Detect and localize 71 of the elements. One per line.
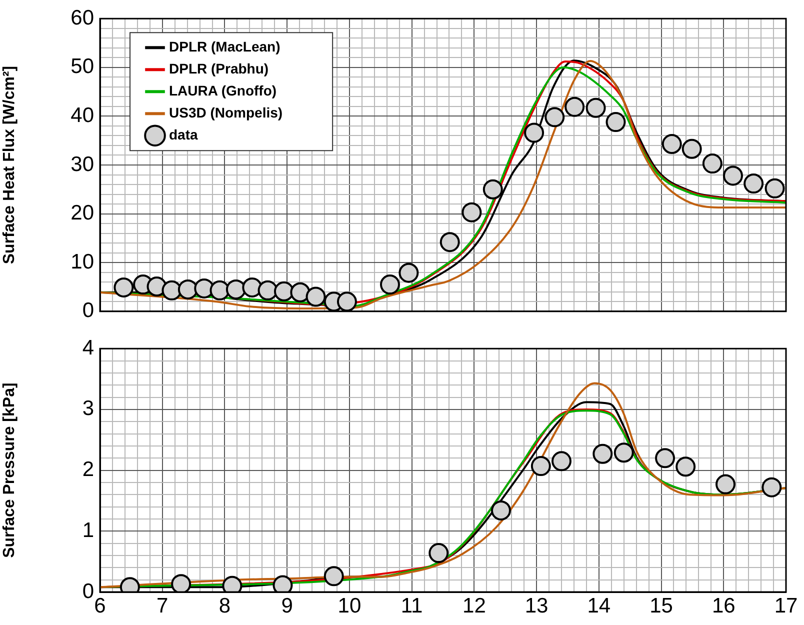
legend-label: data <box>169 126 198 142</box>
point <box>462 202 482 222</box>
point <box>722 166 743 186</box>
point <box>544 107 565 128</box>
y-tick-label: 3 <box>82 397 94 420</box>
point <box>226 279 246 300</box>
x-tick-label: 16 <box>712 594 736 618</box>
legend-label: DPLR (Prabhu) <box>169 60 269 76</box>
point <box>194 278 214 298</box>
y-tick-label: 0 <box>82 580 94 603</box>
point <box>744 174 764 194</box>
point <box>242 277 262 298</box>
point <box>524 122 544 143</box>
point <box>428 543 449 564</box>
point <box>716 474 736 494</box>
point <box>178 279 198 300</box>
point <box>290 282 310 302</box>
y-tick-label: 4 <box>82 336 94 360</box>
point <box>114 277 134 298</box>
y-tick-label: 1 <box>82 518 94 542</box>
point <box>764 178 785 198</box>
point <box>662 134 682 154</box>
y-tick-label: 40 <box>70 104 94 127</box>
point <box>655 448 676 468</box>
point <box>274 281 294 302</box>
point <box>606 112 626 132</box>
point <box>551 451 572 472</box>
point <box>564 96 585 117</box>
x-tick-label: 17 <box>774 594 798 618</box>
point <box>762 477 782 498</box>
legend-label: US3D (Nompelis) <box>169 104 283 120</box>
point <box>440 232 460 252</box>
point <box>530 456 551 476</box>
point <box>162 280 182 300</box>
point <box>380 274 400 295</box>
point <box>258 280 278 300</box>
point <box>592 444 613 464</box>
point <box>491 500 511 520</box>
y-tick-label: 60 <box>70 6 94 30</box>
x-tick-label: 12 <box>462 594 486 618</box>
point <box>676 456 696 477</box>
point <box>682 138 702 159</box>
point <box>306 286 326 307</box>
point <box>324 566 344 586</box>
y-tick-label: 10 <box>70 250 94 274</box>
legend-label: LAURA (Gnoffo) <box>169 82 277 98</box>
x-tick-label: 13 <box>524 594 548 618</box>
point <box>171 574 192 592</box>
x-tick-label: 14 <box>587 594 611 618</box>
point <box>336 292 357 312</box>
point <box>398 262 419 283</box>
y-axis-title: Surface Heat Flux [W/cm²] <box>1 66 18 264</box>
x-tick-label: 15 <box>650 594 673 618</box>
point <box>614 442 634 463</box>
y-axis-title: Surface Pressure [kPa] <box>1 382 18 558</box>
x-tick-label: 10 <box>338 594 362 618</box>
point <box>702 154 722 174</box>
x-tick-label: 11 <box>400 594 423 618</box>
y-tick-label: 20 <box>70 202 94 225</box>
point <box>482 179 503 200</box>
x-tick-label: 7 <box>156 594 168 618</box>
x-tick-label: 6 <box>94 594 106 618</box>
y-tick-label: 30 <box>70 152 94 176</box>
point <box>210 280 230 300</box>
point <box>586 98 606 118</box>
x-tick-label: 9 <box>281 594 293 618</box>
y-tick-label: 2 <box>82 458 94 482</box>
legend-label: DPLR (MacLean) <box>169 38 280 54</box>
y-tick-label: 0 <box>82 299 94 322</box>
x-tick-label: 8 <box>218 594 231 618</box>
y-tick-label: 50 <box>70 55 94 78</box>
